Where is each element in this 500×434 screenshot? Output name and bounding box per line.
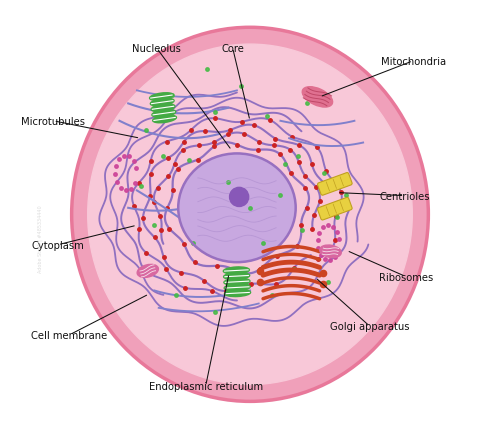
Ellipse shape bbox=[224, 267, 250, 274]
Text: Microtubules: Microtubules bbox=[22, 117, 86, 126]
FancyBboxPatch shape bbox=[318, 198, 352, 220]
Ellipse shape bbox=[224, 273, 250, 280]
Text: Golgi apparatus: Golgi apparatus bbox=[330, 322, 409, 331]
Ellipse shape bbox=[72, 28, 428, 401]
Ellipse shape bbox=[150, 93, 174, 101]
Text: Cell membrane: Cell membrane bbox=[32, 330, 108, 340]
Text: Nucleolus: Nucleolus bbox=[132, 44, 181, 53]
Ellipse shape bbox=[88, 45, 412, 385]
Text: Core: Core bbox=[221, 44, 244, 53]
Ellipse shape bbox=[150, 99, 174, 107]
Ellipse shape bbox=[224, 284, 250, 291]
Ellipse shape bbox=[224, 279, 250, 286]
Circle shape bbox=[230, 188, 248, 207]
Text: Adobe Stock | #485334440: Adobe Stock | #485334440 bbox=[38, 205, 43, 273]
Text: Ribosomes: Ribosomes bbox=[378, 272, 433, 282]
Ellipse shape bbox=[152, 110, 176, 118]
Text: Centrioles: Centrioles bbox=[379, 191, 430, 201]
Ellipse shape bbox=[152, 116, 176, 124]
Text: Mitochondria: Mitochondria bbox=[380, 57, 446, 66]
Text: Endoplasmic reticulum: Endoplasmic reticulum bbox=[148, 381, 262, 391]
Text: Cytoplasm: Cytoplasm bbox=[32, 240, 84, 250]
FancyBboxPatch shape bbox=[318, 173, 352, 196]
Ellipse shape bbox=[151, 105, 175, 112]
Ellipse shape bbox=[224, 290, 250, 297]
Ellipse shape bbox=[178, 154, 296, 263]
Ellipse shape bbox=[320, 246, 341, 258]
Ellipse shape bbox=[302, 88, 332, 108]
Ellipse shape bbox=[137, 265, 158, 278]
